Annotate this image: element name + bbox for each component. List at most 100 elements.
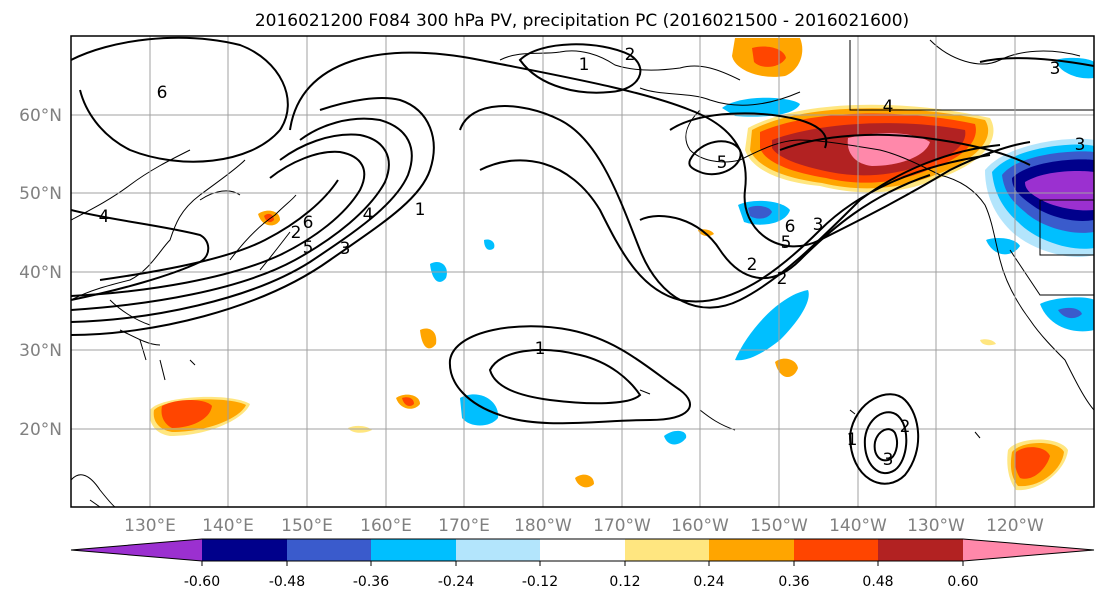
map-panel: 6 4 2 3 1 5 2 3 4 6 5 3 2 1 3 2 6 5 4 3 <box>70 35 1095 508</box>
contour-label: 3 <box>340 239 351 259</box>
contour-selow-inner <box>873 428 898 462</box>
colorbar-segments <box>70 538 1095 562</box>
contour-label: 2 <box>777 269 788 289</box>
colorbar-tick-label: 0.60 <box>947 574 978 590</box>
contour-label: 4 <box>99 207 110 227</box>
shade-orange-small-1 <box>420 328 437 349</box>
lon-label: 180°W <box>514 516 572 536</box>
shade-cp-blue-8 <box>484 239 495 250</box>
colorbar-ticks <box>201 561 964 566</box>
contour-label: 3 <box>1075 135 1086 155</box>
lon-label: 150°E <box>281 516 333 536</box>
lon-label: 170°E <box>438 516 490 536</box>
shade-topright-blue <box>1055 57 1094 79</box>
contour-6-nw <box>71 36 289 163</box>
shade-cp-blue-5 <box>664 430 687 445</box>
shade-cp-blue-2 <box>735 290 809 361</box>
contour-labels: 6 4 2 3 1 5 2 3 4 6 5 3 2 1 3 2 6 5 4 3 <box>99 45 1086 470</box>
shade-cp-blue-6 <box>986 238 1020 255</box>
contour-bering-2 <box>518 43 642 94</box>
contour-label: 3 <box>883 450 894 470</box>
contour-label: 1 <box>847 430 858 450</box>
contour-jet-1 <box>71 97 435 336</box>
shade-alaska-blue <box>722 97 800 117</box>
colorbar-tick-label: -0.36 <box>353 574 389 590</box>
contour-label: 3 <box>1050 59 1061 79</box>
colorbar-segment <box>540 539 625 561</box>
contour-trough-outer <box>289 51 1031 248</box>
colorbar-segment <box>71 539 202 561</box>
colorbar-segment <box>709 539 794 561</box>
lat-label: 60°N <box>19 106 62 126</box>
shade-cp-blue-7b <box>1058 307 1082 319</box>
contour-label: 6 <box>157 83 168 103</box>
contour-label: 2 <box>625 45 636 65</box>
contour-label: 2 <box>291 223 302 243</box>
map-frame <box>70 35 1095 508</box>
lat-label: 30°N <box>19 341 62 361</box>
contour-selow-mid <box>863 411 908 475</box>
contour-label: 1 <box>415 200 426 220</box>
shade-japan-red <box>264 213 274 223</box>
colorbar-tick-labels: -0.60 -0.48 -0.36 -0.24 -0.12 0.12 0.24 … <box>184 574 979 590</box>
lon-label: 170°W <box>593 516 651 536</box>
colorbar: -0.60 -0.48 -0.36 -0.24 -0.12 0.12 0.24 … <box>70 538 1095 590</box>
contour-4-west <box>71 209 210 301</box>
contour-label: 2 <box>900 417 911 437</box>
lat-label: 40°N <box>19 263 62 283</box>
contour-label: 6 <box>785 217 796 237</box>
latitude-labels: 20°N 30°N 40°N 50°N 60°N <box>19 106 62 440</box>
lon-label: 160°E <box>360 516 412 536</box>
contour-jet-5 <box>99 179 339 281</box>
contour-label: 4 <box>883 97 894 117</box>
colorbar-tick-label: 0.12 <box>609 574 640 590</box>
shade-cp-blue-3 <box>460 394 499 426</box>
colorbar-tick-label: 0.48 <box>862 574 893 590</box>
contour-label: 3 <box>813 215 824 235</box>
lon-label: 130°W <box>907 516 965 536</box>
contour-selow-outer <box>848 393 920 485</box>
contour-goa-5 <box>688 140 742 176</box>
colorbar-segment <box>794 539 878 561</box>
contour-trough-4 <box>639 174 931 279</box>
pv-contours <box>71 36 1094 485</box>
lat-label: 20°N <box>19 420 62 440</box>
contour-label: 6 <box>303 213 314 233</box>
colorbar-segment <box>456 539 540 561</box>
contour-jet-2 <box>71 117 413 323</box>
contour-goa-6 <box>779 133 1031 166</box>
lon-label: 140°W <box>829 516 887 536</box>
shade-gulf-alaska-pink <box>847 133 930 166</box>
contour-trough-3 <box>479 154 991 303</box>
figure-title: 2016021200 F084 300 hPa PV, precipitatio… <box>255 11 909 31</box>
contour-label: 1 <box>579 55 590 75</box>
contour-label: 4 <box>363 205 374 225</box>
colorbar-tick-label: -0.48 <box>269 574 305 590</box>
lon-label: 130°E <box>124 516 176 536</box>
shade-sw-red <box>1014 447 1050 479</box>
colorbar-segment <box>878 539 963 561</box>
shade-wp-red <box>161 400 212 428</box>
shade-washington-purple <box>1025 171 1094 211</box>
colorbar-segment <box>202 539 287 561</box>
shade-orange-small-3 <box>775 358 798 378</box>
shade-yellow-small-2 <box>980 339 996 346</box>
contour-jet-4 <box>71 150 366 297</box>
colorbar-segment <box>287 539 371 561</box>
shade-red-small-2 <box>402 397 414 406</box>
lon-label: 150°W <box>750 516 808 536</box>
lon-label: 140°E <box>202 516 254 536</box>
contour-label: 5 <box>303 238 314 258</box>
colorbar-segment <box>963 539 1094 561</box>
contour-label: 2 <box>747 255 758 275</box>
contour-goa-4 <box>669 112 828 149</box>
colorbar-segment <box>371 539 456 561</box>
colorbar-tick-label: 0.24 <box>693 574 724 590</box>
contour-cutoff-outer <box>448 325 691 425</box>
shade-bering-red <box>752 46 786 67</box>
shade-orange-small-4 <box>575 474 594 488</box>
lon-label: 160°W <box>671 516 729 536</box>
colorbar-tick-label: -0.24 <box>438 574 474 590</box>
shade-cp-blue-1b <box>748 205 772 219</box>
